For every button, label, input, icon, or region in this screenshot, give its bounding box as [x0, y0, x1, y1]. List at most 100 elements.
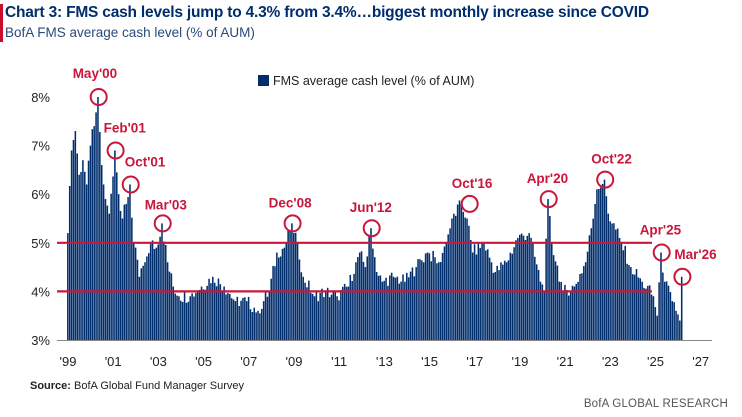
- y-tick-label: 4%: [31, 284, 50, 299]
- data-bar: [368, 235, 370, 340]
- data-bar: [507, 260, 510, 340]
- data-bar: [407, 277, 410, 340]
- legend-label: FMS average cash level (% of AUM): [273, 74, 474, 88]
- data-bar: [195, 292, 197, 340]
- data-bar: [556, 265, 559, 340]
- data-bar: [631, 274, 634, 340]
- x-tick-label: '99: [60, 354, 77, 369]
- data-bar: [311, 293, 314, 340]
- data-bar: [257, 310, 259, 340]
- data-bar: [658, 282, 660, 340]
- data-bar: [571, 285, 574, 340]
- data-bar: [127, 197, 129, 340]
- data-bar: [289, 230, 291, 340]
- data-bar: [460, 203, 463, 340]
- data-bar: [441, 252, 444, 340]
- data-bar: [486, 249, 489, 340]
- data-bar: [302, 276, 304, 340]
- data-bar: [326, 287, 329, 340]
- data-bar: [509, 252, 512, 340]
- data-bar: [453, 213, 455, 340]
- legend-swatch: [258, 75, 269, 86]
- data-bar: [304, 282, 306, 340]
- data-bar: [362, 261, 365, 340]
- data-bar: [626, 263, 628, 340]
- data-bar: [650, 294, 653, 340]
- data-bar: [539, 281, 542, 340]
- data-bar: [630, 267, 632, 340]
- data-bar: [594, 203, 596, 340]
- data-bar: [255, 312, 257, 340]
- x-tick-label: '05: [195, 354, 212, 369]
- data-bar: [573, 286, 576, 340]
- data-bar: [323, 297, 325, 340]
- data-bar: [458, 200, 461, 340]
- x-tick-label: '25: [647, 354, 664, 369]
- data-bar: [261, 308, 263, 340]
- data-bar: [340, 289, 342, 340]
- data-bar: [665, 281, 668, 340]
- data-bar: [564, 284, 566, 340]
- data-bar: [520, 233, 523, 340]
- data-bar: [309, 292, 312, 340]
- data-bar: [387, 285, 389, 340]
- data-bar: [180, 300, 182, 340]
- annotation-label: Oct'22: [591, 152, 632, 167]
- annotation-label: Dec'08: [269, 195, 312, 210]
- data-bar: [300, 272, 303, 340]
- data-bar: [392, 276, 395, 340]
- data-bar: [287, 229, 289, 340]
- data-bar: [198, 289, 201, 340]
- data-bar: [176, 295, 178, 340]
- annotation-label: Mar'26: [674, 247, 717, 262]
- data-bar: [588, 235, 591, 340]
- data-bar: [575, 283, 578, 340]
- data-bar: [264, 292, 267, 340]
- data-bar: [230, 298, 233, 340]
- data-bar: [221, 290, 224, 340]
- data-bar: [605, 196, 608, 340]
- data-bar: [210, 283, 212, 340]
- data-bar: [511, 253, 513, 340]
- x-tick-label: '27: [692, 354, 709, 369]
- data-bar: [196, 292, 199, 340]
- data-bar: [325, 291, 327, 340]
- data-bar: [579, 273, 581, 340]
- data-bar: [358, 252, 361, 340]
- x-tick-label: '03: [150, 354, 167, 369]
- data-bar: [136, 259, 139, 340]
- data-bar: [236, 296, 239, 340]
- data-bar: [193, 296, 195, 340]
- data-bar: [494, 271, 497, 340]
- data-bar: [434, 257, 436, 340]
- data-bar: [104, 199, 107, 340]
- data-bar: [298, 259, 301, 340]
- x-tick-label: '17: [466, 354, 483, 369]
- data-bar: [375, 271, 378, 340]
- data-bar: [584, 262, 587, 340]
- data-bar: [439, 262, 442, 340]
- data-bar: [349, 274, 352, 340]
- data-bar: [155, 247, 158, 340]
- data-bar: [485, 250, 487, 340]
- data-bar: [251, 312, 254, 340]
- data-bar: [424, 253, 427, 340]
- data-bar: [170, 273, 173, 340]
- data-bar: [119, 210, 122, 340]
- annotation-circle: [89, 88, 108, 106]
- annotation-circle: [106, 141, 125, 160]
- data-bar: [419, 259, 421, 340]
- data-bar: [534, 256, 536, 340]
- data-bar: [400, 281, 402, 340]
- data-bar: [518, 234, 521, 340]
- data-bar: [215, 286, 218, 340]
- data-bar: [129, 184, 131, 340]
- data-bar: [679, 320, 681, 340]
- data-bar: [336, 296, 338, 340]
- data-bar: [72, 139, 75, 340]
- data-bar: [663, 281, 666, 340]
- data-bar: [680, 276, 683, 340]
- data-bar: [430, 261, 433, 340]
- data-bar: [206, 285, 208, 340]
- annotation-label: Mar'03: [145, 197, 188, 212]
